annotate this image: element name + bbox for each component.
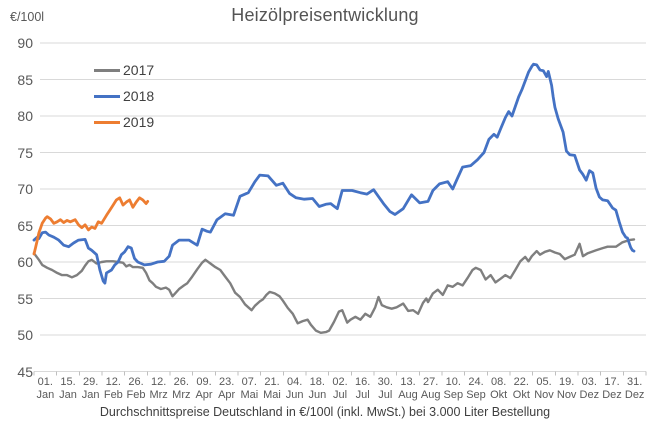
x-axis-label: 31. Dez (624, 376, 645, 401)
y-axis-label: 80 (17, 108, 33, 124)
x-axis-label: 12. Feb (103, 376, 123, 401)
x-axis-label: 10. Sep (443, 376, 464, 401)
x-axis-label: 30. Jul (377, 376, 393, 401)
y-axis-label: 50 (17, 327, 33, 343)
y-axis-label: 65 (17, 217, 33, 234)
x-axis-label: 18. Jun (308, 376, 327, 401)
y-axis-label: 60 (17, 254, 33, 270)
legend-item-2017: 2017 (94, 61, 154, 79)
y-axis-label: 55 (17, 290, 33, 307)
y-axis-label: 90 (17, 35, 33, 51)
x-axis-label: 13. Aug (398, 376, 418, 401)
x-axis-label: 26. Feb (126, 376, 146, 401)
y-axis-unit-label: €/100l (10, 10, 45, 24)
x-axis-label: 09. Apr (195, 376, 213, 401)
y-axis-label: 85 (17, 71, 33, 88)
legend-label-2019: 2019 (123, 114, 155, 130)
x-axis-label: 24. Sep (466, 376, 486, 401)
x-axis-label: 08. Okt (490, 376, 508, 401)
legend-line-swatch-2019 (94, 120, 120, 124)
y-axis-label: 75 (17, 144, 33, 161)
x-axis-label: 27. Aug (420, 376, 441, 401)
x-axis-label: 03. Dez (579, 376, 600, 401)
legend-label-2018: 2018 (123, 88, 155, 104)
x-axis-label: 26. Mrz (172, 376, 191, 401)
x-axis-label: 22. Okt (512, 376, 530, 401)
chart-caption: Durchschnittspreise Deutschland in €/100… (99, 405, 551, 419)
x-axis-label: 21. Mai (263, 376, 281, 401)
x-axis-label: 07. Mai (240, 376, 259, 401)
x-axis-label: 19. Nov (556, 376, 577, 401)
legend-line-swatch-2018 (94, 94, 120, 98)
x-axis-label: 23. Apr (218, 376, 236, 401)
x-axis-label: 12. Mrz (149, 376, 168, 401)
legend-label-2017: 2017 (123, 62, 155, 78)
x-axis-label: 04. Jun (285, 376, 304, 401)
y-axis-label: 45 (17, 363, 33, 380)
legend-item-2018: 2018 (94, 87, 154, 105)
x-axis-label: 02. Jul (332, 376, 348, 401)
legend-item-2019: 2019 (94, 113, 154, 131)
x-axis-label: 29. Jan (81, 376, 100, 401)
series-line-2017 (32, 238, 636, 334)
series-line-2019 (32, 196, 150, 256)
chart-title: Heizölpreisentwicklung (231, 5, 419, 25)
x-axis-label: 05. Nov (534, 376, 554, 401)
x-axis-label: 15. Jan (59, 376, 77, 401)
legend: 2017 2018 2019 (94, 61, 154, 139)
x-axis-label: 17. Dez (602, 376, 622, 401)
series-line-2018 (32, 62, 636, 285)
x-axis-label: 01. Jan (36, 376, 55, 401)
y-axis-label: 70 (17, 181, 33, 197)
legend-line-swatch-2017 (94, 68, 120, 72)
x-axis-label: 16. Jul (355, 376, 371, 401)
